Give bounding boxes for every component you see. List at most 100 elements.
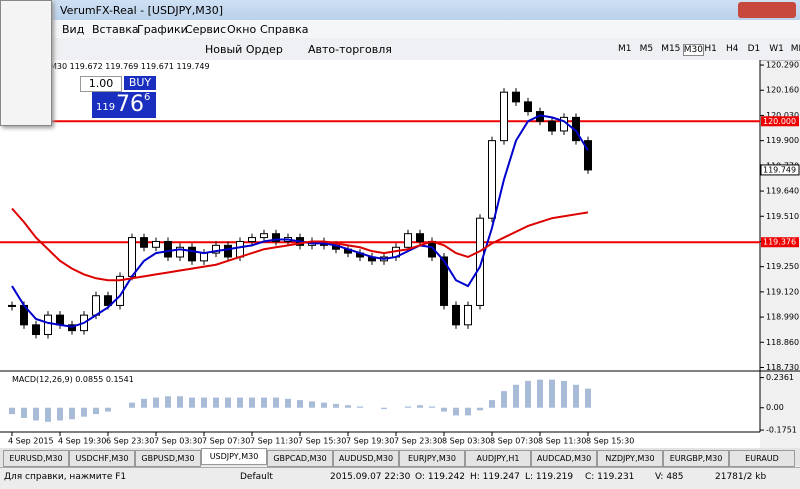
candle-body — [44, 314, 52, 336]
macd-bar — [129, 402, 135, 408]
macd-bar — [249, 397, 255, 408]
macd-bar — [537, 379, 543, 408]
timeframe-button[interactable]: M5 — [639, 44, 654, 54]
x-tick-label: 7 Sep 03:30 — [154, 437, 202, 446]
macd-bar — [345, 405, 351, 408]
candle-body — [224, 244, 232, 258]
candle-body — [440, 256, 448, 306]
timeframe-button[interactable]: W1 — [769, 44, 784, 54]
macd-bar — [177, 396, 183, 408]
chart-tab[interactable]: GBPCAD,M30 — [267, 450, 333, 467]
macd-bar — [549, 379, 555, 408]
y-tick-label: 119.120 — [766, 287, 799, 296]
chart-tab[interactable]: AUDUSD,M30 — [333, 450, 399, 467]
menu-item[interactable]: Окно — [227, 23, 257, 36]
menu-item[interactable]: Графики — [137, 23, 188, 36]
macd-bar — [585, 388, 591, 408]
macd-bar — [21, 407, 27, 418]
candle-body — [512, 91, 520, 103]
buy-button[interactable]: BUY — [124, 76, 156, 90]
candle-body — [56, 314, 64, 326]
macd-bar — [429, 406, 435, 408]
y-tick-label: 118.990 — [766, 313, 799, 322]
menu-item[interactable]: Вид — [62, 23, 85, 36]
candle-body — [104, 295, 112, 306]
volume-box[interactable]: 1.00 — [80, 76, 122, 92]
macd-bar — [57, 407, 63, 421]
macd-bar — [381, 407, 387, 410]
timeframe-button[interactable]: MN — [790, 44, 800, 54]
x-tick-label: 8 Sep 03:30 — [442, 437, 490, 446]
timeframe-button[interactable]: D1 — [747, 44, 761, 54]
chart-tab[interactable]: EURJPY,M30 — [399, 450, 465, 467]
status-field: Для справки, нажмите F1 — [4, 472, 127, 482]
macd-bar — [441, 407, 447, 412]
menu-item[interactable]: Справка — [260, 23, 309, 36]
toolbar: Новый Ордер Авто-торговля M1 M5 M15 M30 H1 H4… — [0, 38, 800, 61]
new-order-button[interactable]: Новый Ордер — [205, 43, 283, 56]
macd-bar — [165, 396, 171, 408]
macd-bar — [477, 407, 483, 411]
menu-item[interactable]: Вставка — [92, 23, 139, 36]
chart-tab[interactable]: USDCHF,M30 — [69, 450, 135, 467]
macd-bar — [141, 398, 147, 408]
window-controls[interactable] — [738, 2, 796, 18]
y-tick-label: 0.2361 — [766, 373, 794, 382]
candle-body — [488, 140, 496, 219]
candle-body — [452, 304, 460, 326]
menu-item[interactable]: Сервис — [185, 23, 227, 36]
timeframe-button[interactable]: M1 — [618, 44, 632, 54]
x-tick-label: 4 Sep 2015 — [8, 437, 54, 446]
candle-body — [92, 295, 100, 316]
chart-tab[interactable]: NZDJPY,M30 — [597, 450, 663, 467]
y-tick-label: 120.290 — [766, 61, 799, 70]
macd-bar — [33, 407, 39, 421]
timeframe-button[interactable]: H1 — [704, 44, 717, 54]
candle-body — [260, 233, 268, 239]
candle-body — [524, 101, 532, 113]
macd-bar — [201, 397, 207, 408]
auto-trading-button[interactable]: Авто-торговля — [308, 43, 392, 56]
chart-tab[interactable]: EURUSD,M30 — [3, 450, 69, 467]
tab-bar: EURUSD,M30 USDCHF,M30 GBPUSD,M30 USDJPY,M30… — [0, 448, 800, 467]
macd-bar — [513, 384, 519, 408]
price-label: 119.376 — [763, 238, 796, 247]
timeframe-button[interactable]: M15 — [661, 44, 681, 54]
buy-box[interactable]: 119 76 6 — [92, 92, 156, 118]
buy-pip: 6 — [144, 92, 151, 103]
macd-bar — [489, 400, 495, 408]
macd-bar — [333, 403, 339, 408]
chart-tab[interactable]: EURGBP,M30 — [663, 450, 729, 467]
macd-bar — [525, 380, 531, 408]
candle-body — [176, 246, 184, 258]
macd-bar — [261, 397, 267, 408]
macd-bar — [297, 400, 303, 408]
candle-body — [212, 244, 220, 254]
status-field: Default — [240, 472, 273, 482]
macd-bar — [225, 397, 231, 408]
x-tick-label: 7 Sep 23:30 — [394, 437, 442, 446]
chart-tab[interactable]: AUDJPY,H1 — [465, 450, 531, 467]
chart-tab[interactable]: USDJPY,M30 — [201, 448, 267, 465]
y-tick-label: 119.640 — [766, 187, 799, 196]
menu-bar: Вид Вставка Графики Сервис Окно Справка — [0, 20, 800, 38]
macd-bar — [465, 407, 471, 416]
candle-body — [248, 237, 256, 242]
status-field: H: 119.247 — [470, 472, 520, 482]
chart-tab[interactable]: GBPUSD,M30 — [135, 450, 201, 467]
candle-body — [464, 304, 472, 326]
chart-tab[interactable]: EURAUD — [729, 450, 795, 467]
chart-tab[interactable]: AUDCAD,M30 — [531, 450, 597, 467]
candle-body — [8, 304, 16, 307]
candle-body — [272, 233, 280, 242]
chart-background — [0, 60, 760, 448]
status-field: 21781/2 kb — [715, 472, 767, 482]
macd-bar — [405, 406, 411, 408]
macd-bar — [153, 397, 159, 408]
x-tick-label: 7 Sep 11:30 — [250, 437, 298, 446]
timeframe-button[interactable]: M30 — [682, 44, 705, 56]
candle-body — [416, 233, 424, 242]
candle-body — [236, 240, 244, 258]
candle-body — [548, 120, 556, 132]
timeframe-button[interactable]: H4 — [726, 44, 739, 54]
